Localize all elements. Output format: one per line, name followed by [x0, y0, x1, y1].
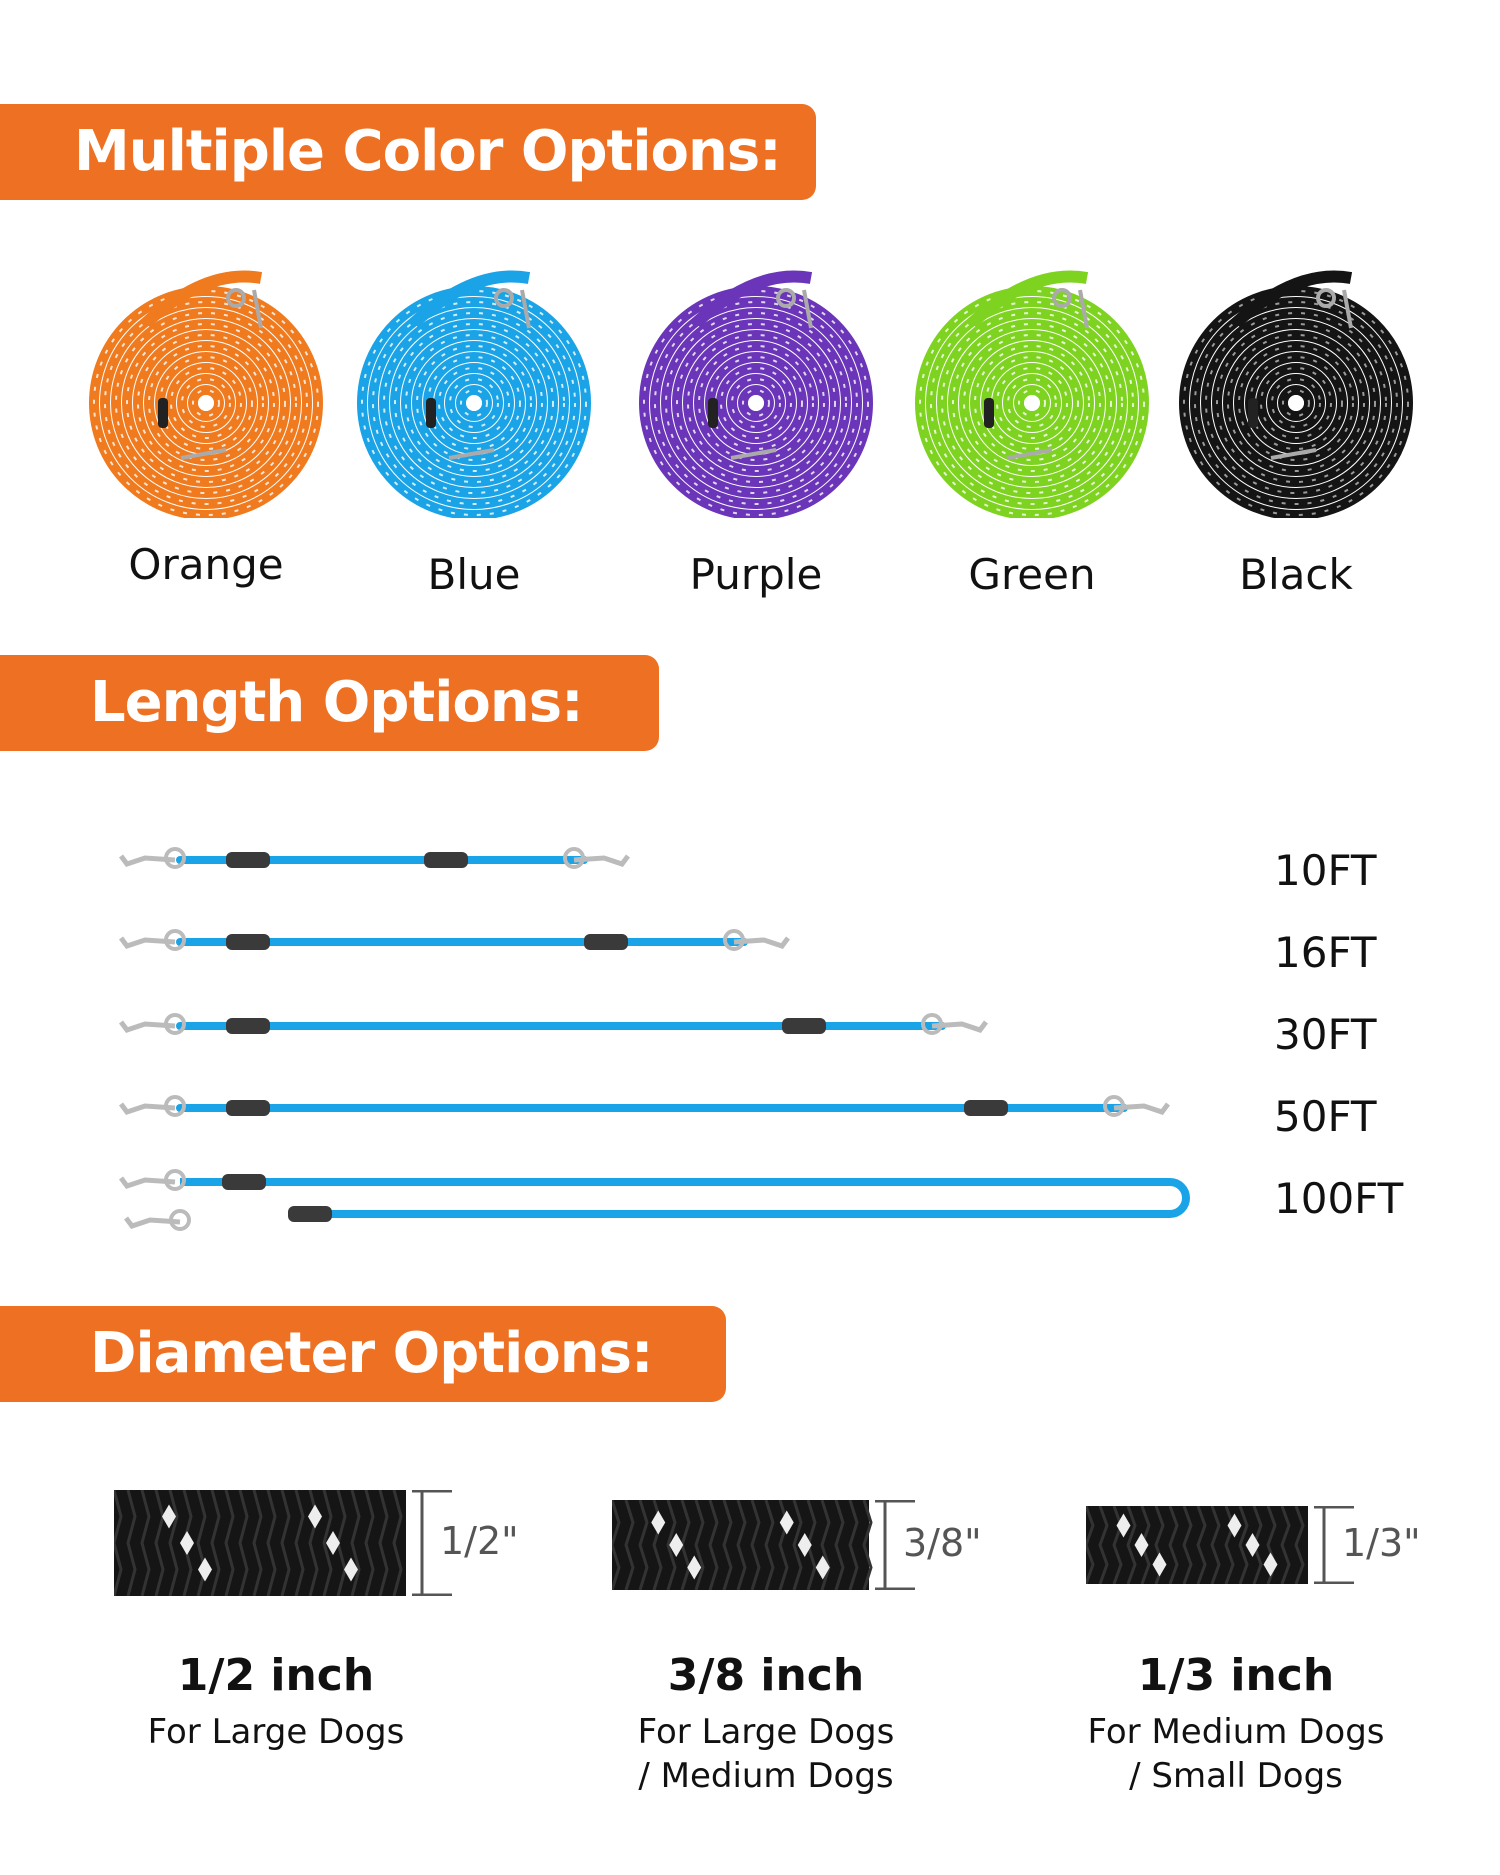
diameter-suitability: / Small Dogs — [1129, 1756, 1343, 1796]
color-label: Purple — [689, 550, 823, 599]
leash-grip — [964, 1100, 1008, 1116]
diameter-measure-label: 1/2" — [440, 1519, 519, 1563]
length-section-banner: Length Options: — [0, 655, 659, 751]
diameter-measure-label: 1/3" — [1342, 1521, 1421, 1565]
leash-grip — [226, 1100, 270, 1116]
snap-hook-icon — [723, 929, 790, 951]
diameter-section-banner: Diameter Options: — [0, 1306, 726, 1402]
diameter-title: 3/8 inch — [667, 1650, 865, 1701]
colors-section-title: Multiple Color Options: — [74, 119, 782, 184]
leash-coil-purple[interactable] — [636, 268, 876, 520]
snap-hook-icon — [1103, 1095, 1170, 1117]
diameter-title: 1/2 inch — [177, 1650, 375, 1701]
snap-hook-icon — [119, 847, 186, 869]
snap-hook-icon — [563, 847, 630, 869]
snap-hook-icon — [119, 929, 186, 951]
leash-grip — [226, 934, 270, 950]
leash-rope-100ft — [180, 1178, 1190, 1218]
leash-coil-black[interactable] — [1176, 268, 1416, 520]
snap-hook-icon — [124, 1209, 191, 1231]
diameter-suitability: For Medium Dogs — [1087, 1712, 1385, 1752]
leash-grip — [288, 1206, 332, 1222]
length-label-16ft: 16FT — [1274, 928, 1377, 977]
snap-hook-icon — [119, 1169, 186, 1191]
length-label-50ft: 50FT — [1274, 1092, 1377, 1141]
diameter-measure-label: 3/8" — [903, 1521, 982, 1565]
leash-grip — [222, 1174, 266, 1190]
length-label-10ft: 10FT — [1274, 846, 1377, 895]
leash-coil-green[interactable] — [912, 268, 1152, 520]
diameter-suitability: For Large Dogs — [147, 1712, 405, 1752]
length-section-title: Length Options: — [90, 670, 583, 735]
color-label: Orange — [128, 540, 284, 589]
leash-length-diagram — [119, 847, 1190, 1231]
rope-diameter-swatch — [1084, 1505, 1368, 1588]
leash-grip — [424, 852, 468, 868]
leash-coil-orange[interactable] — [86, 268, 326, 520]
rope-diameter-swatch — [610, 1499, 929, 1594]
color-label: Blue — [427, 550, 521, 599]
length-label-100ft: 100FT — [1274, 1174, 1404, 1223]
leash-grip — [226, 852, 270, 868]
leash-grip — [584, 934, 628, 950]
snap-hook-icon — [921, 1013, 988, 1035]
rope-diameter-swatch — [112, 1489, 466, 1600]
color-label: Green — [968, 550, 1096, 599]
colors-section-banner: Multiple Color Options: — [0, 104, 816, 200]
color-label: Black — [1239, 550, 1353, 599]
snap-hook-icon — [119, 1095, 186, 1117]
snap-hook-icon — [119, 1013, 186, 1035]
length-label-30ft: 30FT — [1274, 1010, 1377, 1059]
diameter-section-title: Diameter Options: — [90, 1321, 653, 1386]
leash-grip — [782, 1018, 826, 1034]
leash-grip — [226, 1018, 270, 1034]
diameter-suitability: For Large Dogs — [637, 1712, 895, 1752]
leash-coil-blue[interactable] — [354, 268, 594, 520]
diameter-title: 1/3 inch — [1137, 1650, 1335, 1701]
diameter-suitability: / Medium Dogs — [638, 1756, 894, 1796]
